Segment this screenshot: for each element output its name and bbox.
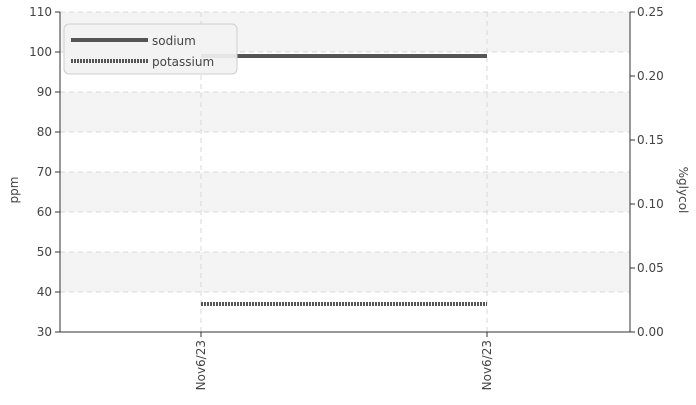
right-axis-title: %glycol (676, 167, 690, 214)
right-tick-label: 0.20 (637, 69, 664, 83)
legend-label-potassium: potassium (152, 55, 214, 69)
legend-label-sodium: sodium (152, 34, 196, 48)
left-tick-label: 70 (37, 165, 52, 179)
left-tick-label: 90 (37, 85, 52, 99)
x-tick-label: Nov6/23 (194, 340, 208, 390)
right-axis-ticks: 0.00 0.05 0.10 0.15 0.20 0.25 (630, 5, 664, 339)
left-tick-label: 40 (37, 285, 52, 299)
x-axis-ticks: Nov6/23 Nov6/23 (194, 332, 494, 390)
left-tick-label: 60 (37, 205, 52, 219)
x-tick-label: Nov6/23 (480, 340, 494, 390)
left-tick-label: 110 (29, 5, 52, 19)
legend: sodium potassium (63, 23, 238, 75)
left-axis-ticks: 30 40 50 60 70 80 90 100 110 (29, 5, 60, 339)
right-tick-label: 0.25 (637, 5, 664, 19)
series-lines (201, 54, 487, 306)
left-tick-label: 100 (29, 45, 52, 59)
right-tick-label: 0.00 (637, 325, 664, 339)
left-axis-title: ppm (7, 177, 21, 204)
grid-band (60, 252, 630, 292)
left-tick-label: 30 (37, 325, 52, 339)
right-tick-label: 0.15 (637, 133, 664, 147)
right-tick-label: 0.10 (637, 197, 664, 211)
right-tick-label: 0.05 (637, 261, 664, 275)
grid-band (60, 92, 630, 132)
grid-band (60, 172, 630, 212)
left-tick-label: 50 (37, 245, 52, 259)
left-tick-label: 80 (37, 125, 52, 139)
